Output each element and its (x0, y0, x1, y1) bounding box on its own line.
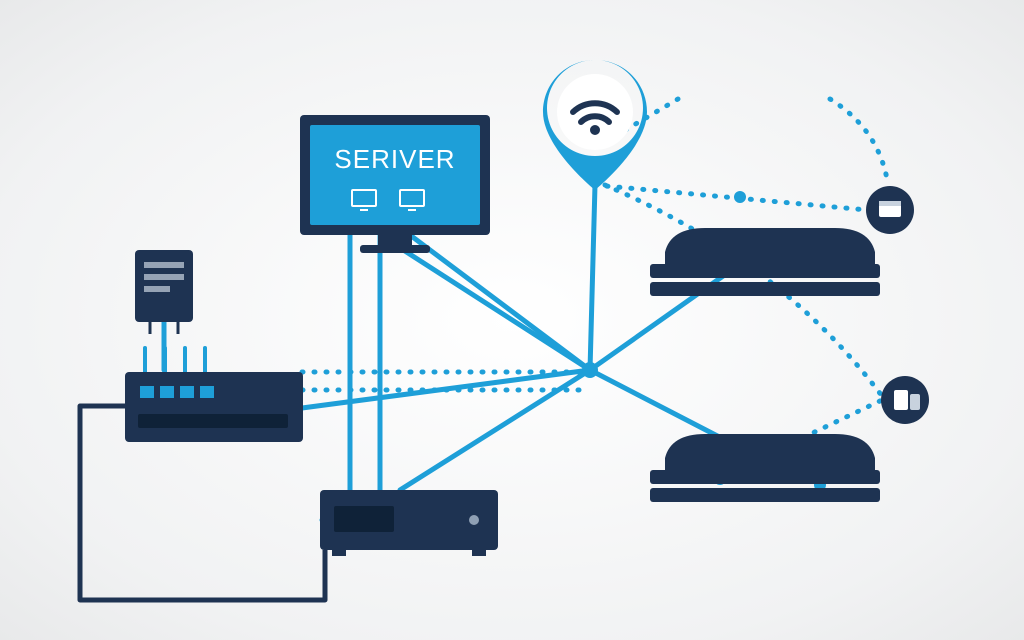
switch-node (320, 490, 498, 556)
printer-bottom-right (650, 434, 880, 502)
small-device-node (135, 250, 193, 334)
printer-top-right (650, 228, 880, 296)
disc-icon-bottom (881, 376, 929, 424)
server-node: SERIVER (300, 115, 490, 253)
diagram-stage: Phitther Sever Printere Nettwork Nettowr… (0, 0, 1024, 640)
server-label: SERIVER (334, 144, 455, 174)
disc-icon-top (866, 186, 914, 234)
diagram-svg: SERIVER (0, 0, 1024, 640)
hub-node (582, 362, 598, 378)
